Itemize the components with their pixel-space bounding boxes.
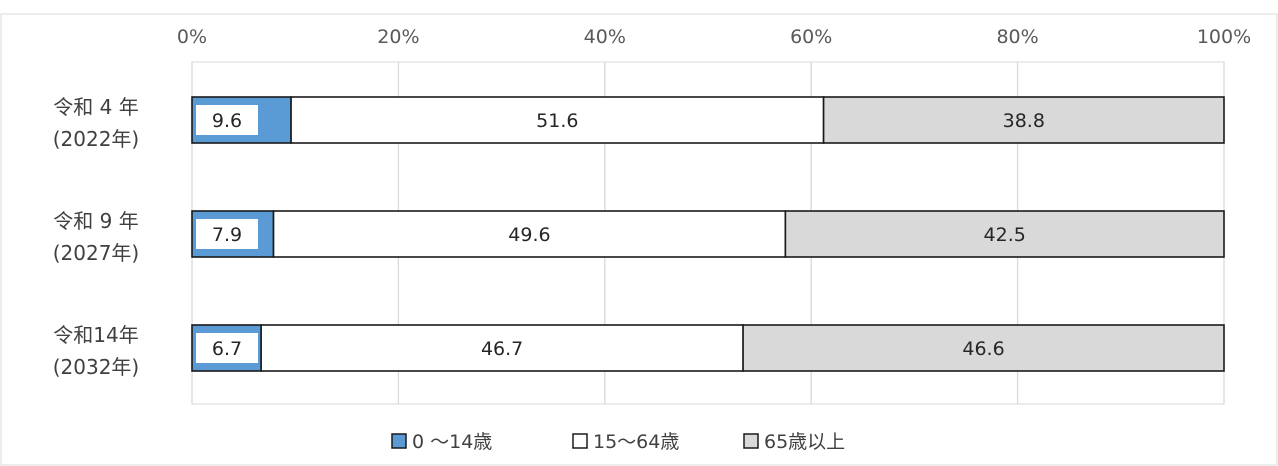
- legend-label: 65歳以上: [764, 431, 845, 453]
- bar-segment: [822, 96, 1225, 144]
- legend-label: 0 〜14歳: [412, 431, 492, 453]
- bar-segment: [784, 210, 1225, 258]
- data-label: 38.8: [1003, 110, 1045, 132]
- category-label-year: (2032年): [53, 355, 140, 379]
- data-label: 46.6: [962, 338, 1004, 360]
- category-label: 令和 4 年: [53, 95, 138, 119]
- data-label: 49.6: [508, 224, 550, 246]
- data-label-box: [196, 219, 258, 249]
- bar-segment: [742, 324, 1225, 372]
- x-tick-label: 100%: [1197, 26, 1251, 48]
- data-label: 46.7: [481, 338, 523, 360]
- legend-swatch: [572, 433, 588, 449]
- category-label-year: (2027年): [53, 241, 140, 265]
- category-label: 令和 9 年: [53, 209, 138, 233]
- data-label: 51.6: [536, 110, 578, 132]
- legend-label: 15〜64歳: [593, 431, 679, 453]
- bar-segment: [290, 96, 825, 144]
- data-label: 7.9: [212, 224, 242, 246]
- x-tick-label: 0%: [177, 26, 207, 48]
- x-tick-label: 20%: [377, 26, 419, 48]
- bar-segment: [260, 324, 744, 372]
- data-label-box: [196, 333, 258, 363]
- bar-segment: [272, 210, 787, 258]
- x-tick-label: 60%: [790, 26, 832, 48]
- data-label: 6.7: [212, 338, 242, 360]
- data-label: 42.5: [984, 224, 1026, 246]
- x-tick-label: 40%: [584, 26, 626, 48]
- category-label: 令和14年: [53, 323, 138, 347]
- x-tick-label: 80%: [996, 26, 1038, 48]
- legend-swatch: [391, 433, 407, 449]
- data-label-box: [196, 105, 258, 135]
- legend-swatch: [743, 433, 759, 449]
- data-label: 9.6: [212, 110, 242, 132]
- category-label-year: (2022年): [53, 127, 140, 151]
